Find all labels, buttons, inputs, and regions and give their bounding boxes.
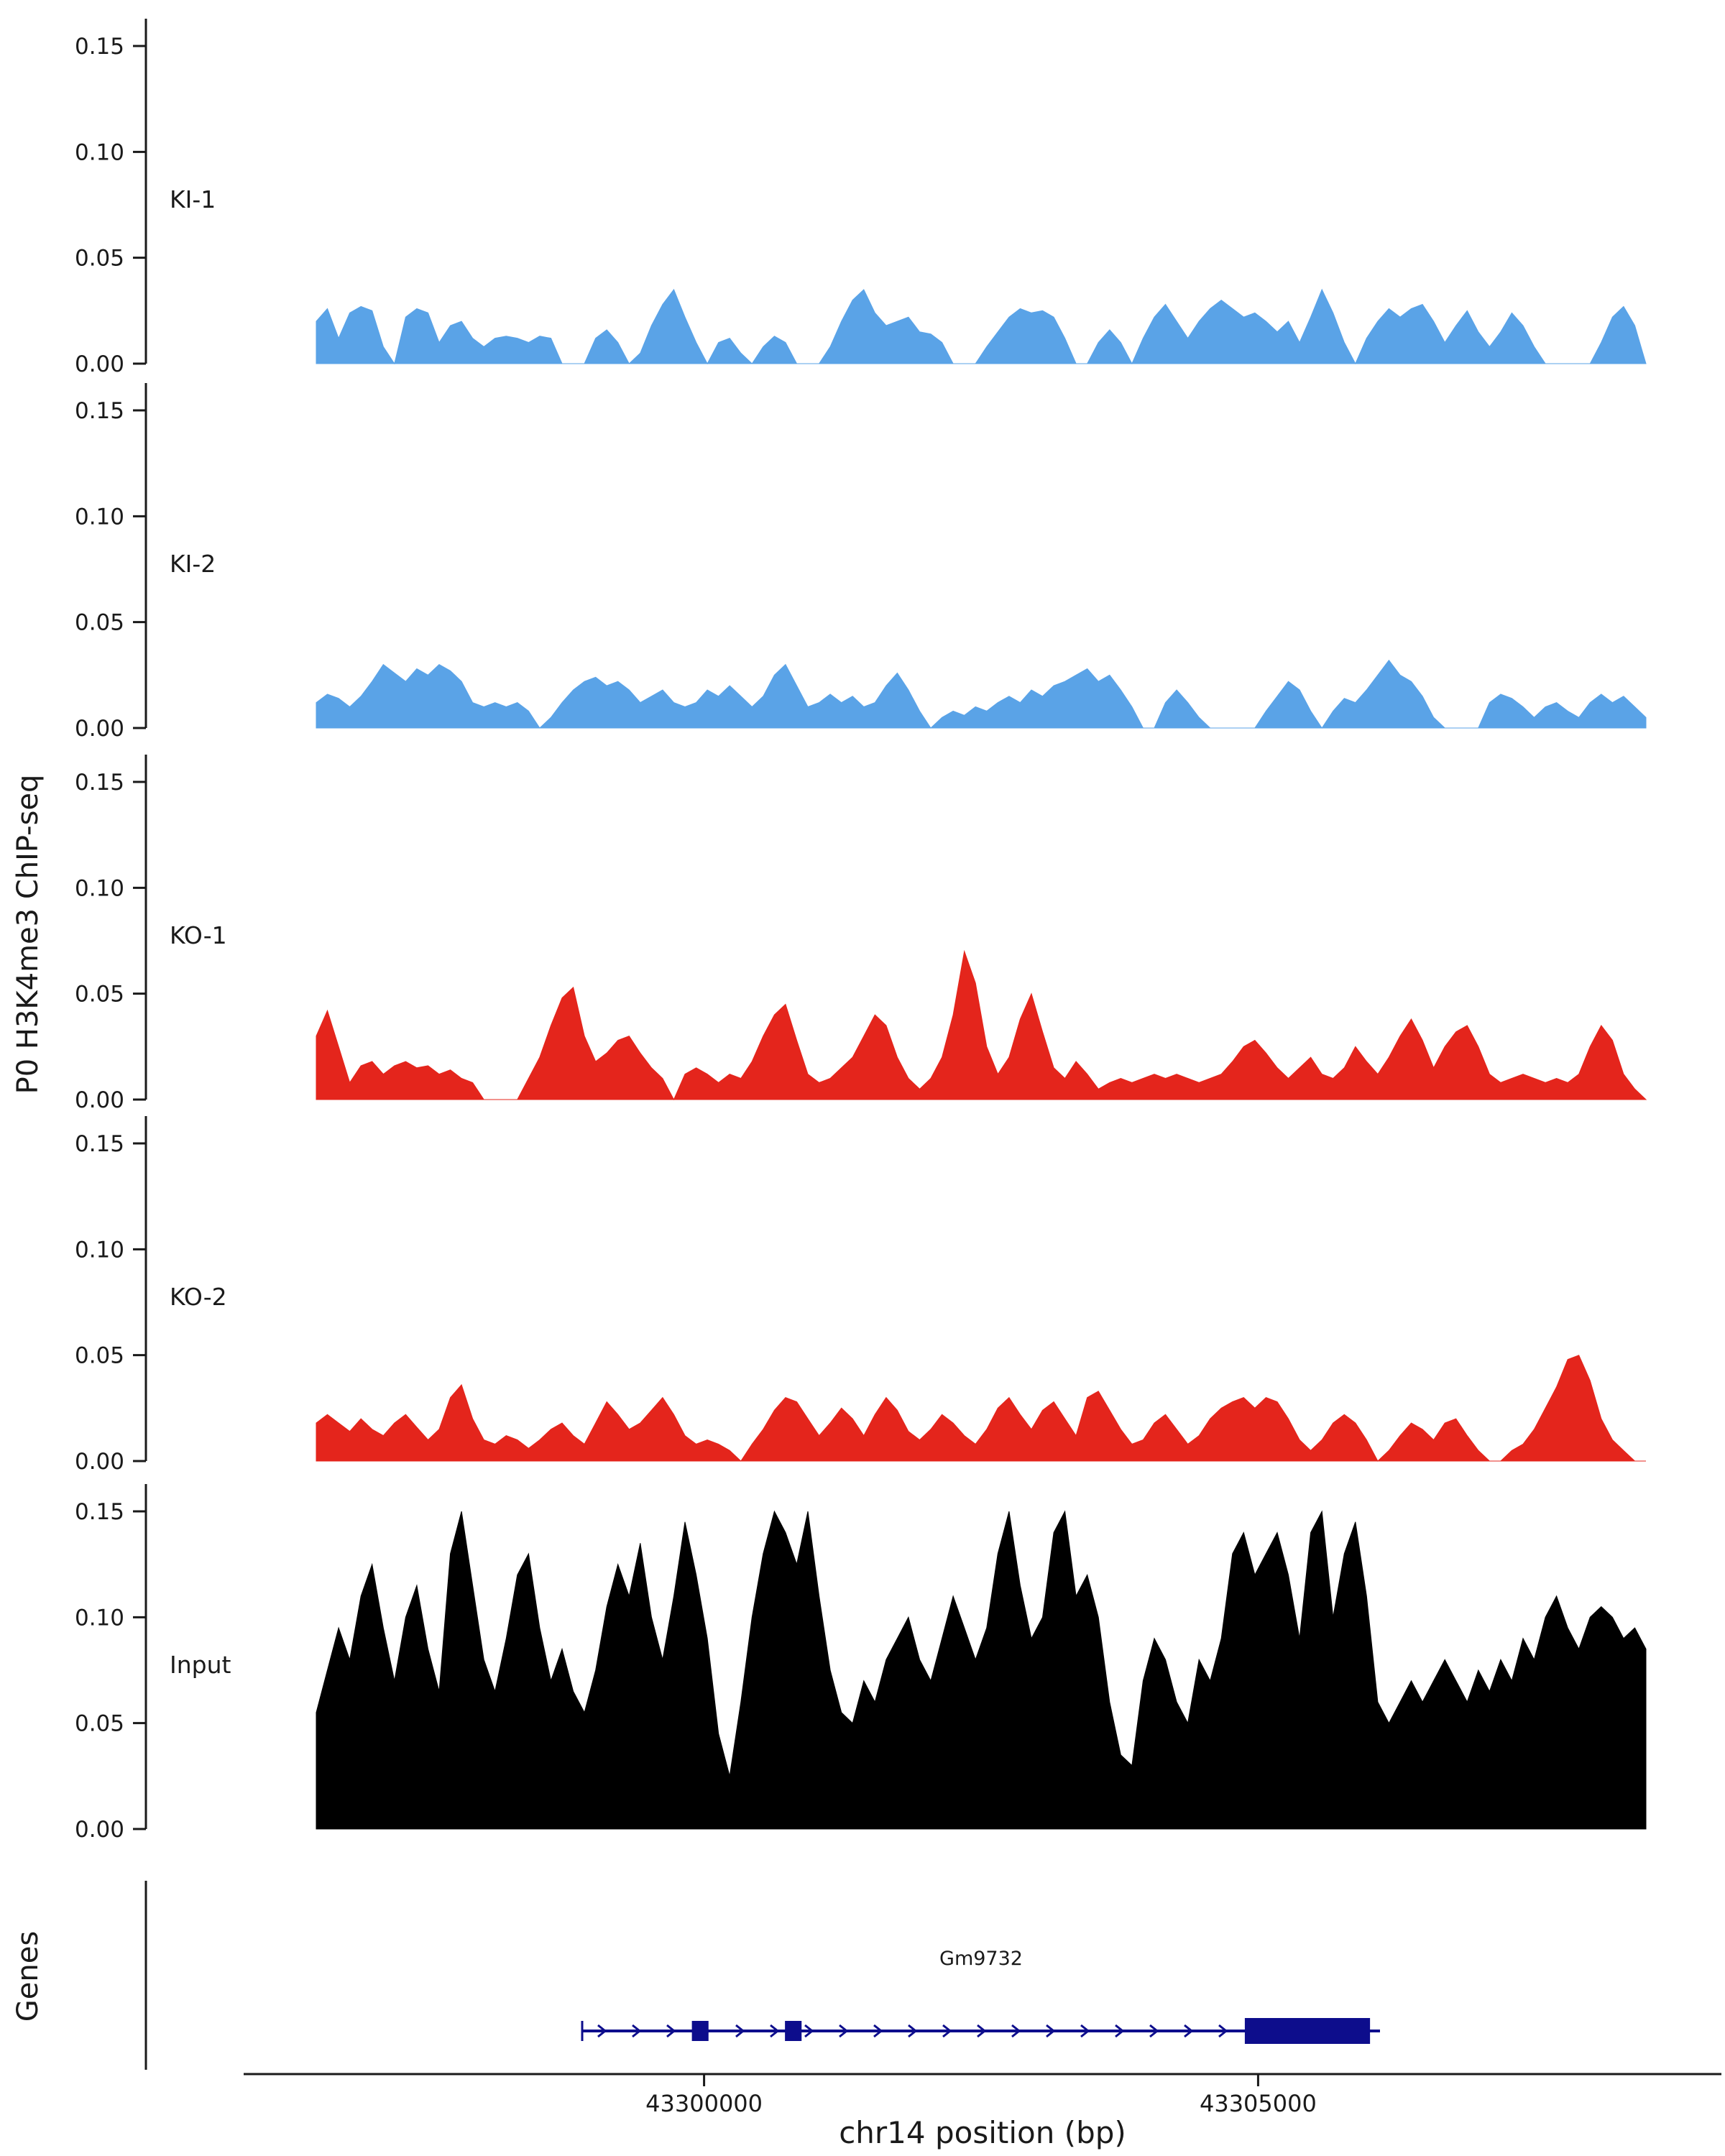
- track-label-ko-1: KO-1: [170, 921, 227, 949]
- gene-exon: [785, 2021, 802, 2041]
- strand-arrow-icon: [666, 2024, 676, 2038]
- y-tick-label: 0.10: [75, 504, 124, 530]
- strand-arrow-icon: [1011, 2024, 1021, 2038]
- strand-arrow-icon: [632, 2024, 642, 2038]
- strand-arrow-icon: [908, 2024, 918, 2038]
- y-tick-label: 0.15: [75, 398, 124, 424]
- gene-exon: [691, 2021, 709, 2041]
- plot-content: 0.15 0.10 0.05 0.00 KI-1 0.15 0.10 0.05 0.00 KI-2…: [75, 19, 1721, 2117]
- strand-arrow-icon: [1218, 2024, 1228, 2038]
- y-tick-label: 0.05: [75, 1343, 124, 1369]
- strand-arrow-icon: [1115, 2024, 1125, 2038]
- y-tick-label: 0.10: [75, 1605, 124, 1631]
- track-label-ki-1: KI-1: [170, 185, 216, 213]
- track-label-input: Input: [170, 1651, 231, 1679]
- track-area-ko-1: [316, 949, 1647, 1101]
- y-tick-label: 0.15: [75, 1131, 124, 1157]
- strand-arrow-icon: [1184, 2024, 1194, 2038]
- track-label-ki-2: KI-2: [170, 550, 216, 578]
- y-tick-label: 0.00: [75, 351, 124, 377]
- track-area-input: [316, 1510, 1647, 1830]
- strand-arrow-icon: [839, 2024, 849, 2038]
- track-area-ki-1: [316, 288, 1647, 365]
- strand-arrow-icon: [1080, 2024, 1090, 2038]
- strand-arrow-icon: [1149, 2024, 1159, 2038]
- strand-arrow-icon: [1046, 2024, 1056, 2038]
- gene-name-label: Gm9732: [939, 1948, 1023, 1970]
- y-tick-label: 0.05: [75, 1711, 124, 1737]
- y-tick-label: 0.10: [75, 1237, 124, 1263]
- y-tick-label: 0.15: [75, 770, 124, 796]
- strand-arrow-icon: [770, 2024, 780, 2038]
- strand-arrow-icon: [873, 2024, 883, 2038]
- gene-exon: [1244, 2018, 1371, 2044]
- strand-arrow-icon: [942, 2024, 952, 2038]
- y-tick-label: 0.00: [75, 1087, 124, 1113]
- y-tick-label: 0.10: [75, 139, 124, 165]
- x-tick-label: 43300000: [645, 2090, 763, 2117]
- track-label-ko-2: KO-2: [170, 1283, 227, 1311]
- y-tick-label: 0.00: [75, 716, 124, 742]
- y-tick-label: 0.05: [75, 610, 124, 636]
- x-tick-label: 43305000: [1200, 2090, 1317, 2117]
- x-axis-title: chr14 position (bp): [839, 2115, 1126, 2150]
- y-tick-label: 0.05: [75, 246, 124, 272]
- y-tick-label: 0.10: [75, 875, 124, 901]
- y-tick-label: 0.15: [75, 34, 124, 60]
- y-tick-label: 0.05: [75, 982, 124, 1008]
- strand-arrow-icon: [597, 2024, 607, 2038]
- strand-arrow-icon: [977, 2024, 987, 2038]
- strand-arrow-icon: [804, 2024, 814, 2038]
- track-area-ki-2: [316, 659, 1647, 729]
- track-area-ko-2: [316, 1355, 1646, 1462]
- y-tick-label: 0.00: [75, 1817, 124, 1843]
- y-tick-label: 0.00: [75, 1449, 124, 1475]
- y-tick-label: 0.15: [75, 1499, 124, 1525]
- genes-axis-title: Genes: [12, 1931, 45, 2022]
- strand-arrow-icon: [735, 2024, 745, 2038]
- y-axis-title: P0 H3K4me3 ChIP-seq: [12, 775, 45, 1095]
